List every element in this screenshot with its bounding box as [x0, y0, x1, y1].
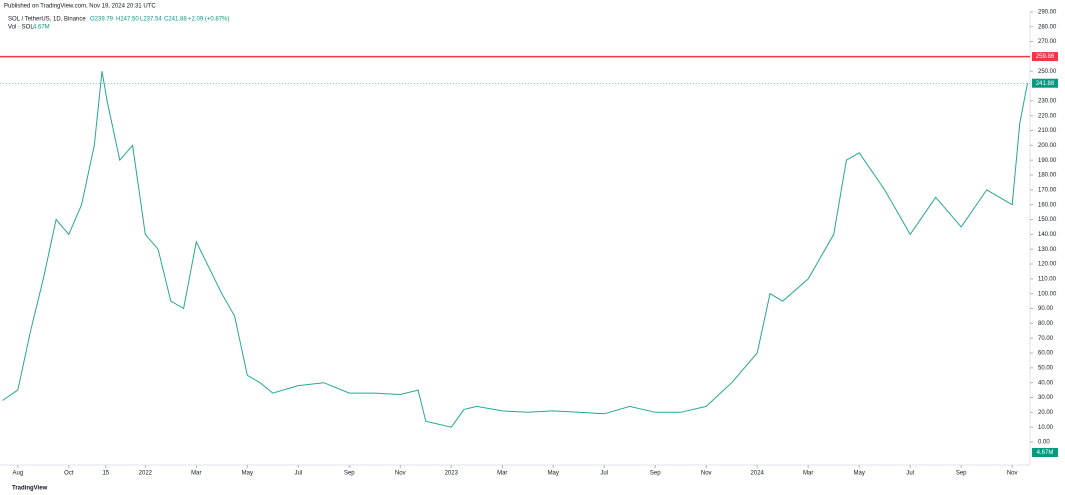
y-tick-label: 160.00	[1038, 202, 1057, 208]
x-tick-label: Jul	[906, 471, 914, 477]
price-badge-label: 241.88	[1036, 81, 1055, 87]
y-tick-label: 280.00	[1038, 24, 1057, 30]
y-tick-label: 30.00	[1038, 395, 1054, 401]
price-badge-label: 259.86	[1036, 54, 1055, 60]
y-tick-label: 220.00	[1038, 113, 1057, 119]
symbol-title: SOL / TetherUS, 1D, Binance	[8, 17, 86, 23]
x-tick-label: Nov	[701, 471, 712, 477]
brand: TradingView	[12, 486, 48, 492]
y-tick-label: 200.00	[1038, 143, 1057, 149]
y-tick-label: 290.00	[1038, 9, 1057, 15]
x-tick-label: Nov	[1007, 471, 1018, 477]
x-tick-label: Mar	[803, 471, 813, 477]
y-tick-label: 210.00	[1038, 128, 1057, 134]
x-tick-label: Mar	[497, 471, 507, 477]
x-tick-label: Sep	[956, 471, 967, 477]
y-tick-label: 0.00	[1038, 440, 1050, 446]
x-tick-label: Oct	[64, 471, 74, 477]
y-tick-label: 20.00	[1038, 410, 1054, 416]
x-tick-label: Sep	[650, 471, 661, 477]
x-tick-label: Nov	[395, 471, 406, 477]
volume-badge-text: 4.67M	[1037, 450, 1054, 456]
x-tick-label: 2024	[751, 471, 765, 477]
y-tick-label: 130.00	[1038, 247, 1057, 253]
y-tick-label: 170.00	[1038, 187, 1057, 193]
y-tick-label: 80.00	[1038, 321, 1054, 327]
y-tick-label: 270.00	[1038, 39, 1057, 45]
published: Published on TradingView.com, Nov 19, 20…	[4, 4, 156, 10]
y-tick-label: 150.00	[1038, 217, 1057, 223]
y-tick-label: 110.00	[1038, 276, 1057, 282]
volume-badge	[1032, 448, 1058, 457]
y-tick-label: 180.00	[1038, 173, 1057, 179]
y-tick-label: 100.00	[1038, 291, 1057, 297]
x-tick-label: Sep	[344, 471, 355, 477]
y-tick-label: 10.00	[1038, 425, 1054, 431]
ohlc-open: O239.79	[90, 17, 114, 23]
ohlc-high: H247.50	[116, 17, 139, 23]
ohlc-low: L237.54	[140, 17, 162, 23]
y-tick-label: 90.00	[1038, 306, 1054, 312]
x-tick-label: Aug	[13, 471, 24, 477]
y-tick-label: 140.00	[1038, 232, 1057, 238]
x-tick-label: May	[854, 471, 865, 477]
x-tick-label: 15	[102, 471, 109, 477]
price-line	[2, 71, 1028, 428]
x-tick-label: 2023	[445, 471, 459, 477]
y-tick-label: 120.00	[1038, 262, 1057, 268]
y-tick-label: 60.00	[1038, 351, 1054, 357]
price-badge	[1032, 78, 1058, 88]
x-tick-label: Mar	[191, 471, 201, 477]
x-tick-label: May	[548, 471, 559, 477]
x-tick-label: Jul	[600, 471, 608, 477]
price-badge	[1032, 52, 1058, 62]
y-tick-label: 190.00	[1038, 158, 1057, 164]
volume-label: Vol · SOL	[8, 25, 34, 31]
y-tick-label: 50.00	[1038, 365, 1054, 371]
ohlc-close: C241.88	[164, 17, 187, 23]
y-tick-label: 250.00	[1038, 69, 1057, 75]
x-tick-label: Jul	[294, 471, 302, 477]
x-tick-label: 2022	[139, 471, 153, 477]
y-tick-label: 230.00	[1038, 98, 1057, 104]
x-tick-label: May	[242, 471, 253, 477]
volume-value: 4.67M	[33, 25, 50, 31]
y-tick-label: 40.00	[1038, 380, 1054, 386]
y-tick-label: 70.00	[1038, 336, 1054, 342]
ohlc-change: +2.09 (+0.87%)	[188, 17, 229, 23]
